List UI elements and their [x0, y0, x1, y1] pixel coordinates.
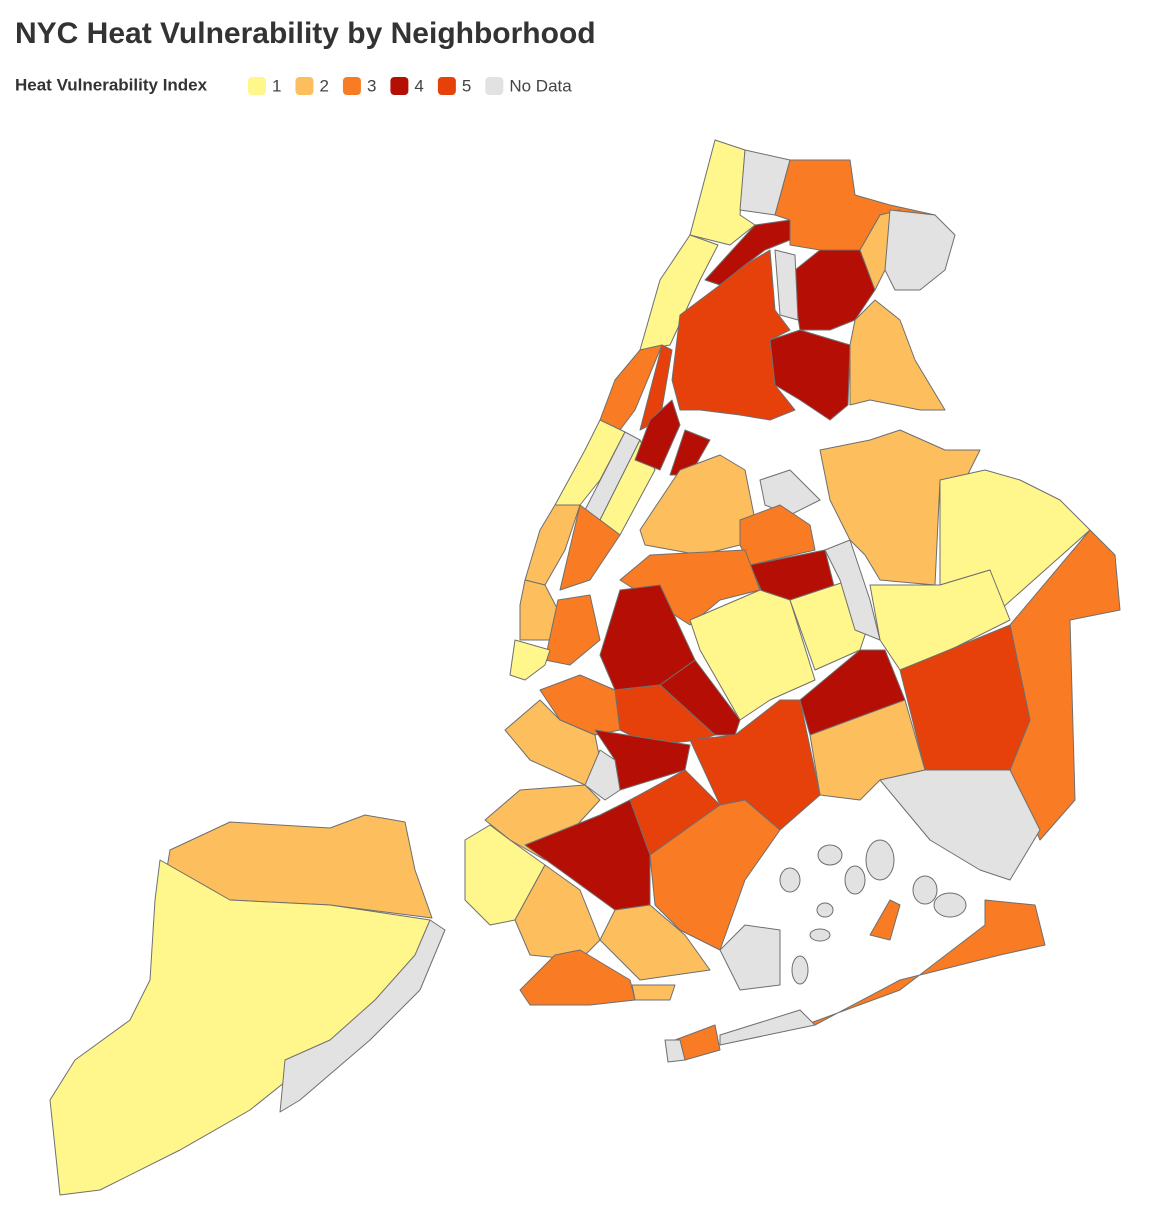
- island: [865, 839, 895, 881]
- region: [759, 469, 821, 516]
- legend-label: 5: [462, 76, 471, 95]
- island: [933, 892, 967, 918]
- region: [739, 504, 816, 566]
- region: [774, 249, 799, 321]
- region: [689, 589, 816, 721]
- region: [849, 299, 946, 411]
- region: [664, 1039, 686, 1063]
- island: [816, 902, 834, 918]
- legend-swatch: [295, 77, 314, 95]
- legend-swatch: [485, 77, 504, 95]
- region: [884, 209, 956, 291]
- region: [634, 399, 681, 471]
- region: [594, 729, 691, 791]
- region: [804, 899, 1046, 1026]
- region: [769, 329, 851, 421]
- region: [719, 924, 781, 991]
- region: [869, 899, 901, 941]
- region: [639, 234, 719, 351]
- region: [799, 649, 906, 736]
- region: [49, 859, 431, 1196]
- region: [719, 1009, 816, 1046]
- legend-label: 4: [414, 76, 423, 95]
- island: [912, 875, 938, 905]
- regions: [49, 139, 1121, 1196]
- region: [639, 454, 756, 556]
- region: [869, 569, 1011, 671]
- region: [279, 919, 446, 1113]
- legend-swatch: [390, 77, 409, 95]
- island: [791, 955, 809, 985]
- legend-label: No Data: [509, 76, 572, 95]
- region: [879, 769, 1041, 881]
- region: [599, 904, 711, 981]
- region: [584, 749, 621, 801]
- legend-swatch: [248, 77, 266, 95]
- legend-swatch: [437, 77, 456, 95]
- map-title: NYC Heat Vulnerability by Neighborhood: [15, 17, 596, 50]
- region: [509, 639, 551, 681]
- islands: [779, 839, 967, 985]
- legend-title: Heat Vulnerability Index: [15, 75, 208, 94]
- region: [824, 539, 881, 641]
- island: [809, 928, 831, 942]
- region: [671, 249, 796, 421]
- region: [649, 799, 781, 951]
- region: [524, 799, 651, 911]
- island: [844, 865, 866, 895]
- island: [817, 844, 843, 866]
- island: [779, 867, 801, 893]
- legend-label: 2: [319, 76, 328, 95]
- region: [559, 504, 621, 591]
- region: [504, 699, 601, 786]
- region: [631, 984, 676, 1001]
- legend-label: 3: [367, 76, 376, 95]
- legend-swatch: [342, 77, 361, 95]
- region: [899, 624, 1031, 771]
- legend-label: 1: [272, 76, 281, 95]
